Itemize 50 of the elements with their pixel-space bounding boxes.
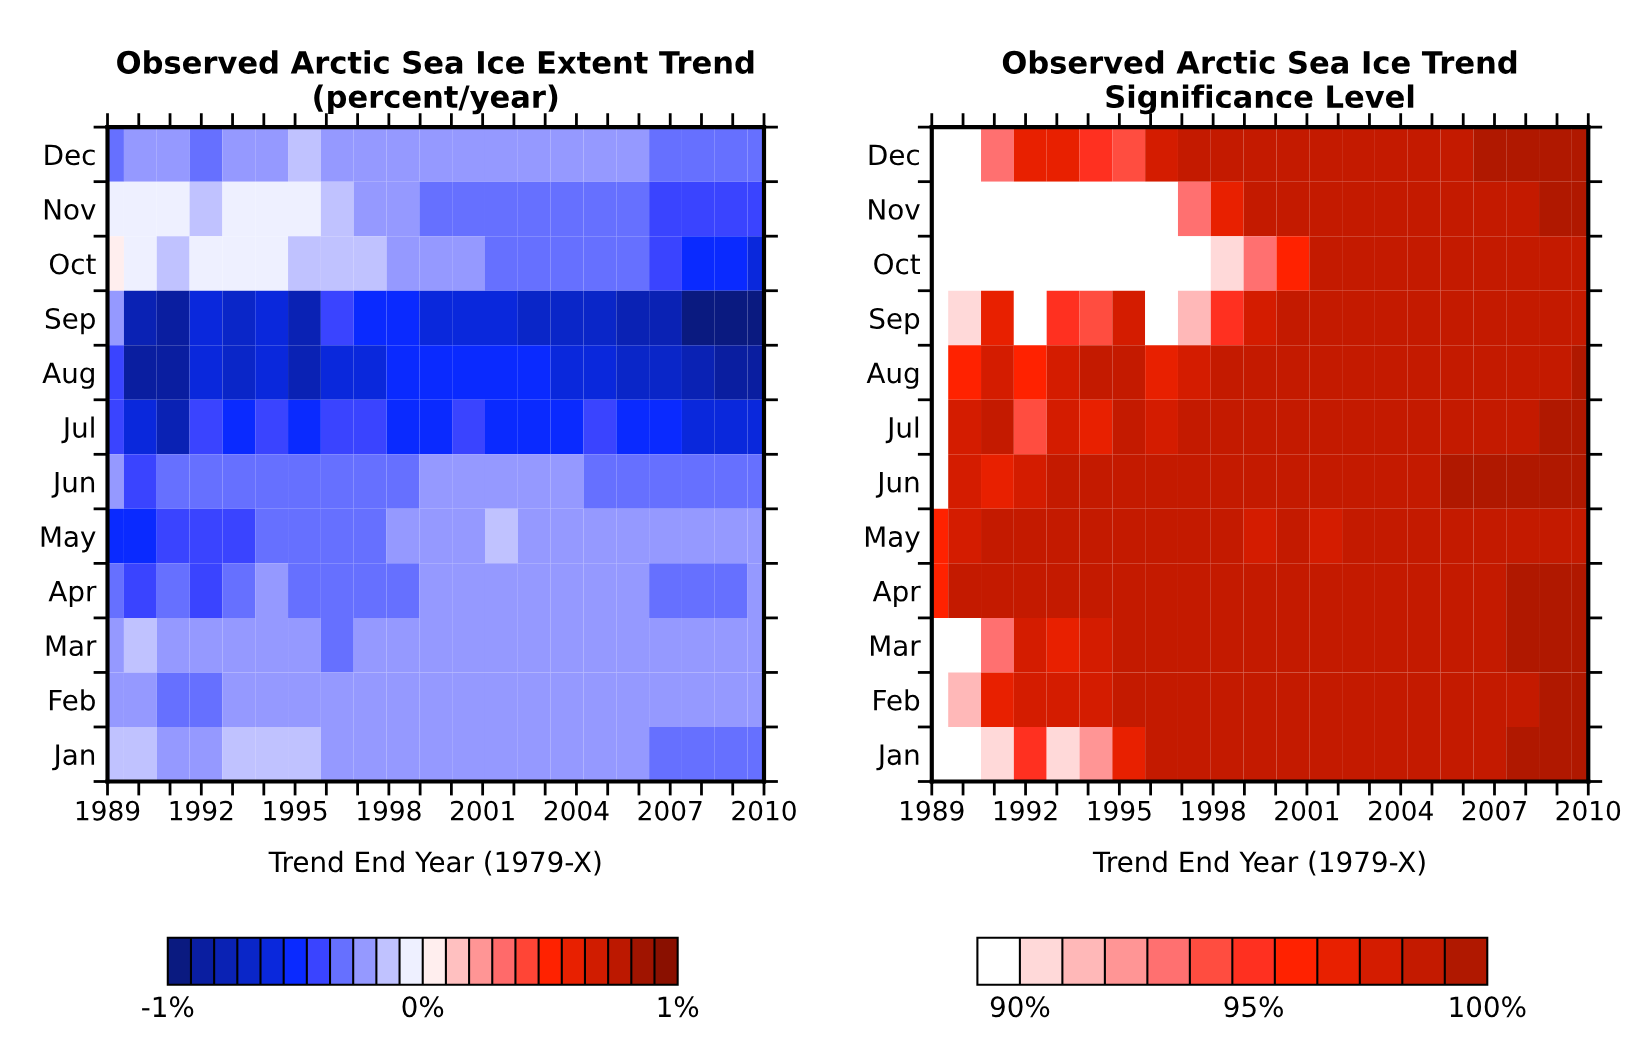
y-tick-label: Mar (870, 635, 921, 657)
x-tick-label: 1998 (1182, 800, 1245, 821)
chart-title: Observed Arctic Sea Ice Extent Trend (percent/year) (117, 50, 754, 115)
x-tick-label: 1992 (994, 800, 1057, 821)
y-tick-label: Aug (866, 362, 919, 389)
x-tick-label: 1995 (1088, 800, 1151, 821)
y-tick-label: Aug (42, 362, 94, 389)
y-tick-label: Jun (51, 471, 95, 498)
x-tick-label: 2001 (1275, 800, 1339, 821)
y-tick-label: Dec (869, 144, 919, 166)
x-tick-label: 2001 (451, 800, 514, 821)
color-bar-label: 90% (990, 996, 1050, 1018)
y-tick-label: Apr (872, 580, 921, 607)
x-tick-label: 2007 (1462, 800, 1526, 821)
color-bar-label: 95% (1224, 996, 1283, 1018)
x-tick-label: 1989 (901, 800, 964, 821)
color-bar-label: 100% (1450, 996, 1526, 1018)
y-tick-label: Apr (48, 580, 97, 607)
x-axis-title: Trend End Year (1979-X) (268, 850, 601, 876)
y-tick-label: Jan (52, 744, 95, 771)
x-tick-label: 2004 (1369, 800, 1433, 821)
chart-title: Observed Arctic Sea Ice Trend Significance Level (1002, 50, 1517, 115)
x-tick-label: 1998 (358, 800, 421, 821)
color-bar-label: 1% (658, 996, 699, 1018)
y-tick-label: Sep (870, 307, 920, 335)
x-tick-label: 2010 (732, 800, 796, 821)
color-bar-label: -1% (142, 996, 194, 1018)
x-tick-label: 2004 (544, 800, 609, 821)
color-bar-label: 0% (402, 996, 444, 1018)
y-tick-label: Oct (874, 253, 921, 275)
y-tick-label: Feb (874, 689, 920, 711)
y-tick-label: Jul (885, 416, 919, 444)
y-tick-label: May (41, 526, 96, 553)
y-tick-label: Nov (44, 199, 96, 220)
x-tick-label: 2007 (638, 800, 702, 821)
y-tick-label: Mar (46, 635, 97, 657)
y-tick-label: Jun (875, 471, 919, 498)
x-tick-label: 1992 (170, 800, 233, 821)
y-tick-label: Sep (45, 307, 95, 335)
x-tick-label: 1995 (264, 800, 327, 821)
y-tick-label: Jul (61, 416, 94, 444)
y-tick-label: Oct (49, 253, 96, 275)
y-tick-label: Feb (49, 689, 95, 711)
y-tick-label: May (865, 526, 920, 553)
y-tick-label: Jan (876, 744, 919, 771)
x-tick-label: 1989 (76, 800, 140, 821)
y-tick-label: Dec (45, 144, 95, 166)
x-axis-title: Trend End Year (1979-X) (1092, 850, 1425, 876)
x-tick-label: 2010 (1556, 800, 1621, 821)
y-tick-label: Nov (869, 199, 920, 220)
